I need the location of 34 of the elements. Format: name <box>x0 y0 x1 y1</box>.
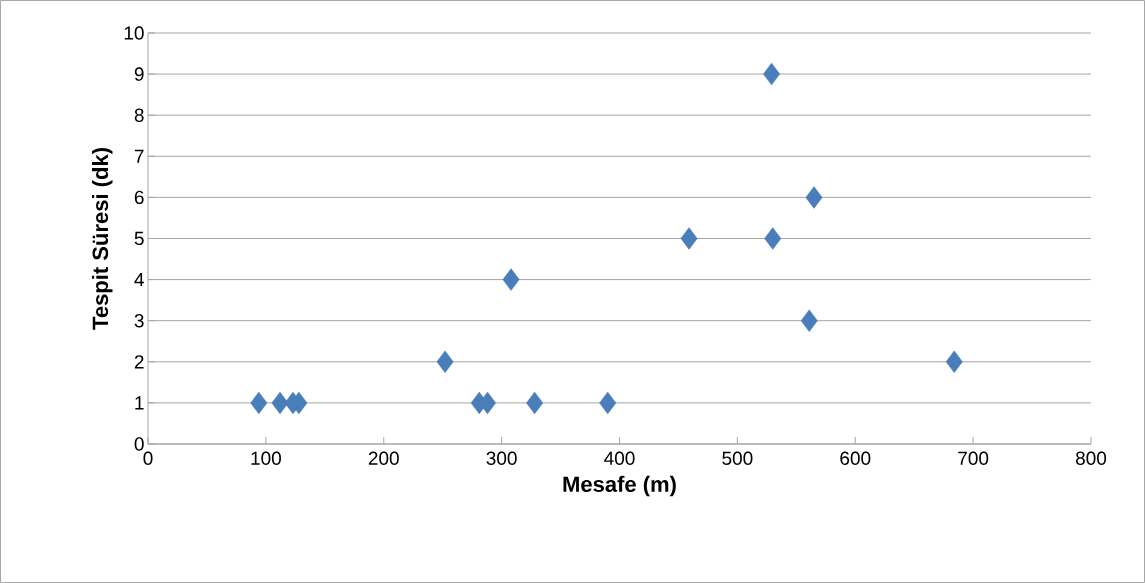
x-tick-label: 0 <box>143 451 153 465</box>
x-tick-label: 800 <box>1075 451 1107 465</box>
y-axis-title: Tespit Süresi (dk) <box>91 148 113 330</box>
y-tick-label: 2 <box>134 355 144 369</box>
x-tick-label: 200 <box>368 451 399 465</box>
y-tick-label: 9 <box>134 67 144 81</box>
y-tick-label: 4 <box>134 273 144 287</box>
point <box>250 391 268 415</box>
point <box>271 391 289 415</box>
point <box>526 391 544 415</box>
point <box>436 350 454 373</box>
y-tick-label: 0 <box>134 437 144 451</box>
x-axis-title: Mesafe (m) <box>563 475 676 497</box>
x-tick-label: 700 <box>958 451 989 465</box>
point <box>764 227 782 250</box>
y-tick-label: 8 <box>134 108 144 122</box>
x-tick-label: 300 <box>486 451 517 465</box>
point <box>763 62 781 86</box>
point <box>805 186 823 209</box>
x-tick-label: 400 <box>604 451 635 465</box>
y-tick-label: 1 <box>135 396 144 410</box>
y-tick-label: 6 <box>134 190 144 205</box>
point <box>599 391 617 415</box>
point <box>945 350 963 373</box>
y-tick-label: 3 <box>134 313 144 328</box>
x-tick-label: 500 <box>722 451 753 465</box>
x-tick-label: 100 <box>251 451 281 465</box>
y-tick-label: 10 <box>124 26 144 40</box>
x-tick-label: 600 <box>840 451 871 465</box>
y-tick-label: 5 <box>134 231 144 246</box>
point <box>800 309 818 332</box>
y-tick-label: 7 <box>134 149 144 163</box>
point <box>502 268 520 291</box>
point <box>680 227 698 250</box>
